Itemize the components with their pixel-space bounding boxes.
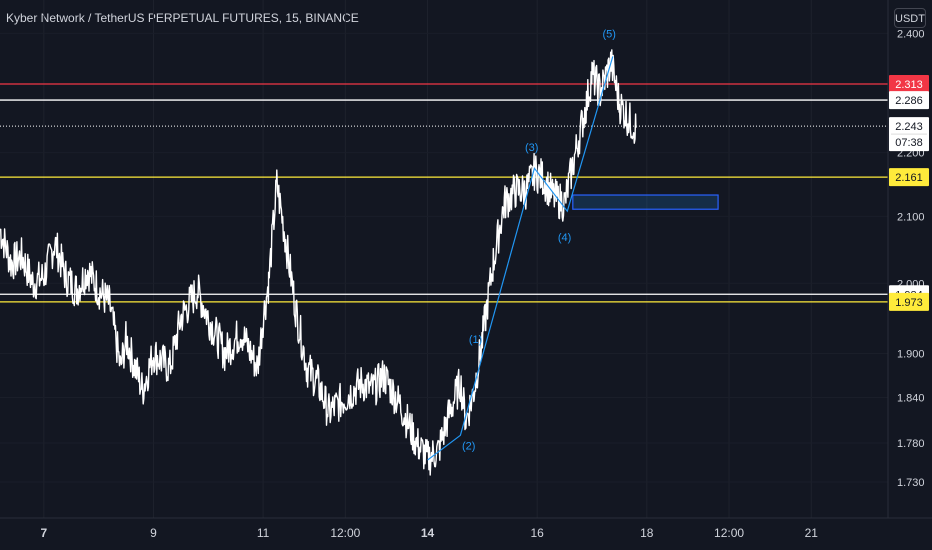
y-tick-2: 2.100	[897, 211, 925, 223]
chart-title: Kyber Network / TetherUS PERPETUAL FUTUR…	[6, 11, 359, 25]
y-tick-0: 2.400	[897, 28, 925, 40]
grid-layer	[43, 0, 812, 518]
x-tick-7: 12:00	[714, 526, 744, 540]
wave-label-2: (2)	[462, 441, 475, 453]
y-tick-4: 1.900	[897, 349, 925, 361]
level-label-box-0	[889, 74, 929, 93]
axes	[0, 0, 932, 519]
price-levels	[0, 83, 888, 303]
wave-label-3: (3)	[525, 142, 538, 154]
x-tick-0: 7	[41, 526, 48, 540]
price-series	[0, 49, 637, 476]
wave-label-5: (5)	[602, 28, 615, 40]
target-zone-rect[interactable]	[572, 194, 719, 210]
level-label-box-1	[889, 91, 929, 110]
x-tick-3: 12:00	[330, 526, 360, 540]
x-axis-ticks: 7 9 11 12:00 14 16 18 12:00 21	[41, 526, 819, 540]
level-label-box-3	[889, 168, 929, 187]
level-label-3: 2.161	[895, 172, 923, 184]
wave-label-4: (4)	[558, 232, 571, 244]
x-tick-6: 18	[640, 526, 654, 540]
price-line	[0, 49, 637, 476]
level-label-1: 2.286	[895, 95, 923, 107]
y-tick-6: 1.780	[897, 438, 925, 450]
currency-unit-badge[interactable]: USDT	[894, 8, 926, 28]
target-zone	[572, 194, 719, 210]
level-label-2: 2.243	[895, 121, 923, 133]
y-tick-5: 1.840	[897, 393, 925, 405]
elliott-wave-path[interactable]	[427, 56, 614, 461]
x-tick-5: 16	[531, 526, 545, 540]
elliott-waves: (1) (2) (3) (4) (5)	[427, 28, 616, 461]
x-tick-4: 14	[421, 526, 435, 540]
level-label-0: 2.313	[895, 79, 923, 91]
level-label-box-5	[889, 292, 929, 311]
x-tick-8: 21	[805, 526, 819, 540]
x-tick-1: 9	[150, 526, 157, 540]
x-tick-2: 11	[257, 526, 270, 540]
y-tick-7: 1.730	[897, 477, 925, 489]
level-label-5: 1.973	[895, 297, 923, 309]
countdown-label: 07:38	[895, 137, 923, 149]
wave-label-1: (1)	[469, 334, 482, 346]
